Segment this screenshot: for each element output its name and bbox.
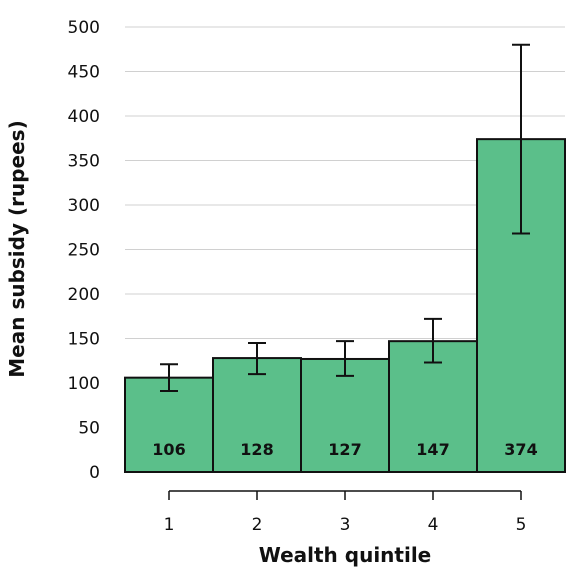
x-tick-label: 3 <box>340 515 351 535</box>
y-axis-tick-labels: 0 50 100 150 200 250 300 350 400 450 500 <box>68 18 100 483</box>
y-tick-label: 100 <box>68 374 100 394</box>
data-label: 127 <box>328 440 361 459</box>
bar <box>300 357 390 473</box>
y-tick-label: 450 <box>68 63 100 83</box>
data-label: 128 <box>240 440 273 459</box>
x-tick-label: 2 <box>252 515 263 535</box>
y-tick-label: 150 <box>68 330 100 350</box>
x-tick-label: 1 <box>164 515 175 535</box>
x-tick-label: 4 <box>428 515 439 535</box>
x-axis-title: Wealth quintile <box>259 543 432 567</box>
y-axis-title: Mean subsidy (rupees) <box>5 120 29 377</box>
y-tick-label: 500 <box>68 18 100 38</box>
bars <box>124 138 566 474</box>
y-tick-label: 250 <box>68 241 100 261</box>
bar <box>212 357 302 473</box>
y-tick-label: 200 <box>68 285 100 305</box>
y-tick-label: 400 <box>68 107 100 127</box>
x-axis: 1 2 3 4 5 <box>164 490 527 535</box>
x-tick-label: 5 <box>516 515 527 535</box>
data-label: 147 <box>416 440 449 459</box>
y-tick-label: 50 <box>78 419 100 439</box>
data-label: 106 <box>152 440 185 459</box>
y-tick-label: 0 <box>89 463 100 483</box>
error-bars <box>160 43 530 393</box>
data-label: 374 <box>504 440 537 459</box>
y-tick-label: 300 <box>68 196 100 216</box>
y-tick-label: 350 <box>68 152 100 172</box>
value-labels: 106 128 127 147 374 <box>152 440 537 459</box>
